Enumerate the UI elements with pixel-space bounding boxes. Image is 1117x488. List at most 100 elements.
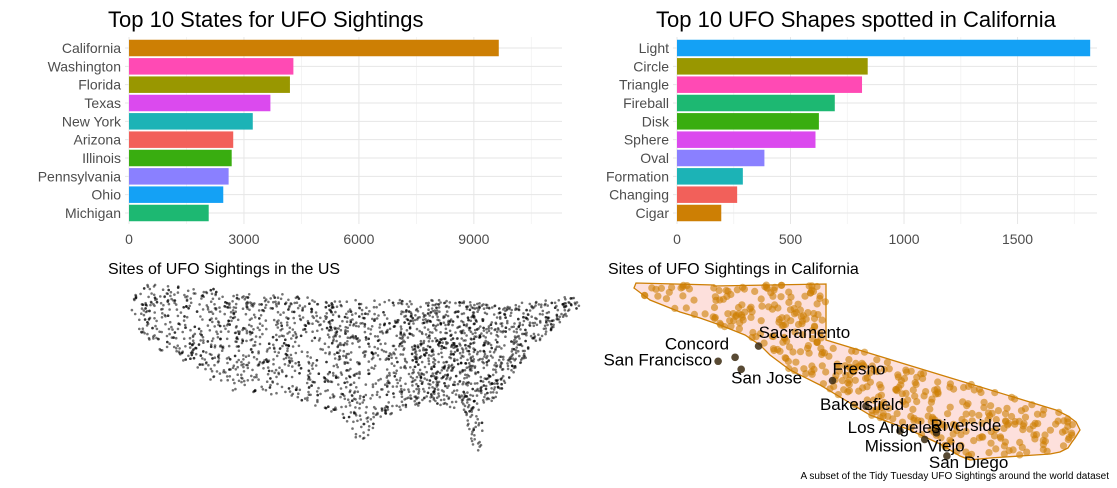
category-label: Fireball [623,95,669,111]
us-sighting-point [482,329,486,332]
california-sighting-point [967,450,976,458]
us-sighting-point [344,385,348,389]
us-sighting-point [485,361,489,364]
us-sighting-point [321,348,325,351]
california-sighting-point [947,438,955,446]
us-sighting-point [515,330,518,334]
us-sighting-point [144,307,147,310]
california-sighting-point [751,287,759,295]
us-sighting-point [290,302,293,306]
us-sighting-point [306,296,309,299]
us-sighting-point [438,371,442,375]
us-sighting-point [192,288,195,291]
us-sighting-point [329,380,333,383]
us-sighting-point [478,440,481,444]
us-sighting-point [274,300,277,304]
us-sighting-point [478,306,481,309]
california-sighting-point [685,285,694,293]
us-sighting-point [416,385,420,388]
us-sighting-point [258,317,261,320]
us-sighting-point [350,313,354,317]
california-sighting-point [723,292,731,300]
us-sighting-point [141,303,145,307]
us-sighting-point [147,295,150,299]
us-sighting-point [301,316,305,319]
us-sighting-point [244,312,248,316]
california-sighting-point [778,314,786,322]
us-sighting-point [234,368,238,371]
category-label: Ohio [91,187,121,203]
us-sighting-point [423,314,426,317]
us-sighting-point [270,392,273,396]
us-sighting-point [476,350,480,354]
us-sighting-point [351,399,354,403]
us-sighting-point [291,345,295,348]
us-sighting-point [555,314,559,317]
us-sighting-point [464,339,467,342]
us-sighting-point [461,368,464,372]
us-sighting-point [374,351,377,355]
us-sighting-point [198,363,202,366]
us-sighting-point [399,312,403,316]
us-sighting-point [316,393,320,397]
us-sighting-point [420,382,424,385]
category-label: Circle [633,58,669,74]
california-sighting-point [785,364,793,373]
us-sighting-point [518,354,521,358]
california-sighting-point [792,309,800,317]
us-sighting-point [199,354,203,357]
us-sighting-point [390,362,394,365]
us-sighting-point [228,323,231,326]
us-sighting-point [373,299,376,303]
us-sighting-point [319,323,322,326]
us-sighting-point [148,316,152,320]
us-sighting-point [533,335,537,338]
us-sighting-point [465,376,469,379]
us-sighting-point [176,344,179,348]
us-sighting-point [158,330,161,334]
us-sighting-point [483,355,486,358]
us-sighting-point [258,342,262,346]
us-sighting-point [271,307,274,310]
us-sighting-point [372,415,376,419]
us-sighting-point [442,321,446,325]
category-label: Oval [640,150,669,166]
us-sighting-point [399,408,402,412]
us-sighting-point [398,344,401,348]
us-sighting-point [447,305,451,309]
california-sighting-point [777,281,786,289]
us-sighting-point [307,390,310,394]
us-sighting-point [428,399,432,403]
us-sighting-point [213,325,216,328]
us-sighting-point [326,379,330,382]
us-sighting-point [371,383,375,386]
us-sighting-point [168,320,172,324]
us-sighting-point [397,301,400,305]
us-sighting-point [434,337,437,340]
us-sighting-point [504,326,508,330]
us-sighting-point [188,304,191,308]
us-sighting-point [346,380,349,384]
us-sighting-point [358,414,362,418]
us-sighting-point [383,300,387,304]
us-sighting-point [257,378,260,381]
us-sighting-point [456,382,460,386]
us-sighting-point [265,327,268,331]
us-sighting-point [287,344,290,347]
us-sighting-point [362,395,366,399]
us-sighting-point [503,313,507,316]
us-sighting-point [261,324,264,328]
us-sighting-point [311,299,314,302]
us-sighting-point [496,382,499,385]
states-x-tick-labels: 0 3000 6000 9000 [125,231,490,247]
us-sighting-point [449,338,453,342]
us-sighting-point [157,337,160,341]
us-sighting-point [378,303,382,306]
california-sighting-point [1059,442,1068,450]
us-sighting-point [402,339,405,342]
us-sighting-point [561,315,565,319]
us-sighting-point [296,295,299,299]
us-sighting-point [344,332,347,335]
us-sighting-point [217,355,220,358]
california-sighting-point [808,370,816,378]
